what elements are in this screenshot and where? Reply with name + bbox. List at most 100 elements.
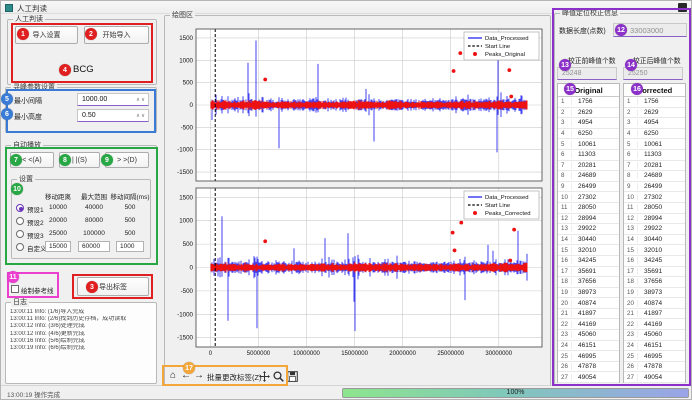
preset-value: 10000 bbox=[48, 204, 68, 211]
table-row[interactable]: 8 24689 bbox=[624, 171, 685, 182]
app-icon bbox=[5, 4, 13, 12]
home-icon[interactable]: ⌂ bbox=[169, 370, 177, 381]
table-row[interactable]: 6 11303 bbox=[558, 150, 619, 161]
table-row[interactable]: 21 41897 bbox=[558, 309, 619, 320]
table-row[interactable]: 24 46151 bbox=[624, 341, 685, 352]
table-row[interactable]: 22 44169 bbox=[558, 319, 619, 331]
chart-bottom[interactable]: 1500 1000 500 0 -500 -1000 -1500 0 5000000 100000… bbox=[165, 184, 548, 363]
table-row[interactable]: 15 32010 bbox=[624, 245, 685, 256]
row-index: 12 bbox=[558, 214, 572, 222]
table-row[interactable]: 18 37656 bbox=[558, 277, 619, 288]
table-row[interactable]: 5 10061 bbox=[558, 139, 619, 150]
table-row[interactable]: 6 11303 bbox=[624, 150, 685, 161]
spinner-arrows-icon[interactable]: ∧∨ bbox=[135, 96, 146, 103]
table-row[interactable]: 27 49054 bbox=[558, 372, 619, 384]
table-row[interactable]: 16 34245 bbox=[624, 256, 685, 267]
table-row[interactable]: 12 28994 bbox=[624, 214, 685, 225]
row-index: 2 bbox=[624, 108, 638, 116]
title-bar[interactable]: 人工判读 bbox=[1, 1, 691, 14]
log-line: 13:00:12 Info: (3/6)处理完成 bbox=[10, 323, 85, 330]
min-height-spinner[interactable]: 0.50 ∧∨ bbox=[77, 109, 149, 122]
row-index: 18 bbox=[624, 278, 638, 286]
preset-radio-预设1[interactable] bbox=[16, 204, 24, 212]
table-row[interactable]: 2 2629 bbox=[558, 108, 619, 119]
table-row[interactable]: 24 46151 bbox=[558, 341, 619, 352]
custom-value-input[interactable]: 1000 bbox=[116, 241, 144, 252]
svg-text:30000000: 30000000 bbox=[485, 351, 512, 357]
table-row[interactable]: 12 28994 bbox=[558, 214, 619, 225]
corrected-table-header: Corrected bbox=[624, 84, 685, 97]
table-row[interactable]: 2 2629 bbox=[624, 108, 685, 119]
preset-radio-预设2[interactable] bbox=[16, 217, 24, 225]
peak-value: 2629 bbox=[644, 108, 659, 116]
table-row[interactable]: 4 6250 bbox=[558, 129, 619, 140]
table-row[interactable]: 22 44169 bbox=[624, 319, 685, 331]
table-row[interactable]: 26 47878 bbox=[624, 362, 685, 373]
table-row[interactable]: 4 6250 bbox=[624, 129, 685, 140]
save-icon[interactable] bbox=[287, 371, 298, 382]
table-row[interactable]: 7 20281 bbox=[558, 161, 619, 172]
annotation-circle-1: 1 bbox=[17, 28, 29, 40]
table-row[interactable]: 17 35691 bbox=[624, 267, 685, 278]
zoom-icon[interactable] bbox=[273, 371, 284, 382]
annotation-circle-11: 11 bbox=[7, 271, 19, 283]
table-row[interactable]: 21 41897 bbox=[624, 309, 685, 320]
svg-text:1500: 1500 bbox=[179, 35, 193, 42]
window-control-icon[interactable] bbox=[678, 3, 687, 12]
table-row[interactable]: 20 40874 bbox=[558, 298, 619, 309]
table-row[interactable]: 10 27302 bbox=[558, 192, 619, 203]
start-import-button[interactable]: 开始导入 bbox=[84, 26, 149, 44]
original-peaks-table[interactable]: Original 1 1756 2 2629 3 4954 4 6250 5 10061 6 1130… bbox=[557, 83, 620, 384]
table-row[interactable]: 27 49054 bbox=[624, 372, 685, 384]
table-row[interactable]: 15 32010 bbox=[558, 245, 619, 256]
svg-text:20000000: 20000000 bbox=[389, 351, 416, 357]
spinner-arrows-icon[interactable]: ∧∨ bbox=[135, 112, 146, 119]
table-row[interactable]: 11 28050 bbox=[624, 203, 685, 214]
forward-icon[interactable]: → bbox=[194, 370, 204, 381]
table-row[interactable]: 25 46995 bbox=[558, 351, 619, 362]
table-row[interactable]: 13 29922 bbox=[624, 224, 685, 235]
table-row[interactable]: 19 38973 bbox=[558, 288, 619, 299]
row-index: 8 bbox=[558, 172, 572, 180]
table-row[interactable]: 19 38973 bbox=[624, 288, 685, 299]
table-row[interactable]: 9 26499 bbox=[624, 182, 685, 193]
preset-label: 预设2 bbox=[27, 220, 44, 227]
table-row[interactable]: 25 46995 bbox=[624, 351, 685, 362]
table-row[interactable]: 10 27302 bbox=[624, 192, 685, 203]
table-row[interactable]: 20 40874 bbox=[624, 298, 685, 309]
table-row[interactable]: 1 1756 bbox=[624, 97, 685, 108]
table-row[interactable]: 8 24689 bbox=[558, 171, 619, 182]
table-row[interactable]: 16 34245 bbox=[558, 256, 619, 267]
batch-edit-labels-button[interactable]: 批量更改标签(Z) bbox=[207, 373, 262, 382]
draw-reference-checkbox[interactable] bbox=[11, 285, 19, 293]
table-row[interactable]: 9 26499 bbox=[558, 182, 619, 193]
table-row[interactable]: 23 45060 bbox=[624, 330, 685, 341]
corrected-peaks-table[interactable]: Corrected 1 1756 2 2629 3 4954 4 6250 5 10061 6 113… bbox=[623, 83, 686, 384]
peak-params-group-title: 寻峰参数设置 bbox=[11, 83, 57, 92]
peak-value: 30440 bbox=[578, 236, 597, 244]
table-row[interactable]: 23 45060 bbox=[558, 330, 619, 341]
table-row[interactable]: 26 47878 bbox=[558, 362, 619, 373]
import-settings-button[interactable]: 导入设置 bbox=[15, 26, 78, 44]
table-row[interactable]: 11 28050 bbox=[558, 203, 619, 214]
table-row[interactable]: 3 4954 bbox=[558, 118, 619, 129]
custom-value-input[interactable]: 15000 bbox=[45, 241, 71, 252]
table-row[interactable]: 13 29922 bbox=[558, 224, 619, 235]
peak-value: 46151 bbox=[578, 341, 597, 349]
table-row[interactable]: 5 10061 bbox=[624, 139, 685, 150]
table-row[interactable]: 18 37656 bbox=[624, 277, 685, 288]
back-icon[interactable]: ← bbox=[181, 370, 191, 381]
chart-top[interactable]: 1500 1000 500 0 -500 -1000 -1500 Data_Processed… bbox=[165, 22, 548, 183]
table-row[interactable]: 17 35691 bbox=[558, 267, 619, 278]
preset-radio-预设3[interactable] bbox=[16, 230, 24, 238]
table-row[interactable]: 3 4954 bbox=[624, 118, 685, 129]
preset-radio-自定义[interactable] bbox=[16, 243, 24, 251]
log-output[interactable]: 13:00:11 Info: (1/6)导入完成 13:00:11 Info: (… bbox=[10, 309, 152, 352]
table-row[interactable]: 7 20281 bbox=[624, 161, 685, 172]
table-row[interactable]: 14 30440 bbox=[624, 235, 685, 246]
table-row[interactable]: 1 1756 bbox=[558, 97, 619, 108]
pan-icon[interactable] bbox=[259, 371, 270, 382]
min-interval-spinner[interactable]: 1000.00 ∧∨ bbox=[77, 93, 149, 106]
table-row[interactable]: 14 30440 bbox=[558, 235, 619, 246]
custom-value-input[interactable]: 60000 bbox=[78, 241, 110, 252]
